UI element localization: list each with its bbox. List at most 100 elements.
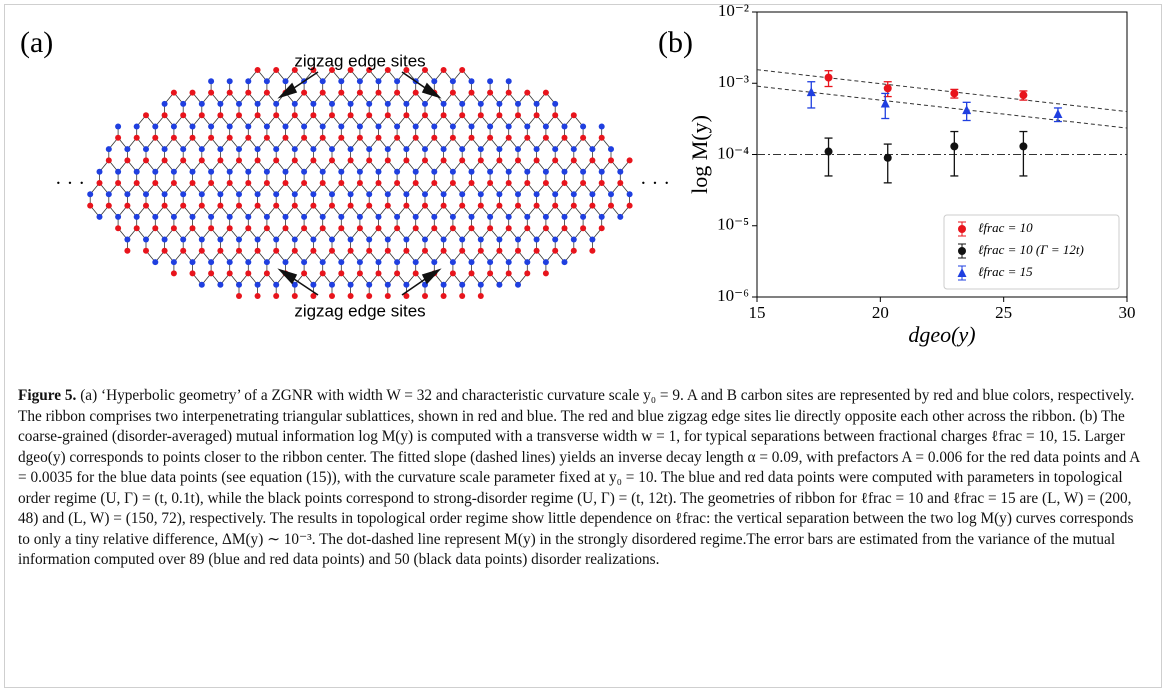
site (561, 213, 568, 220)
site (524, 213, 531, 220)
site (198, 100, 205, 107)
site (282, 213, 289, 220)
site (356, 78, 363, 85)
site (459, 202, 466, 209)
site (329, 146, 335, 153)
site (459, 247, 466, 254)
site (431, 225, 438, 232)
site (589, 157, 596, 164)
x-tick-label: 25 (995, 303, 1012, 322)
site (105, 202, 112, 209)
site (282, 259, 289, 266)
site (394, 168, 401, 175)
site (356, 270, 363, 277)
site (375, 134, 382, 141)
site (375, 259, 382, 266)
site (198, 236, 205, 243)
site (366, 247, 373, 254)
site (273, 281, 280, 288)
site (105, 146, 112, 153)
site (487, 270, 494, 277)
site (459, 100, 466, 107)
site (542, 213, 549, 220)
site (254, 191, 261, 198)
point (1053, 109, 1063, 119)
site (626, 157, 633, 164)
site (329, 112, 335, 119)
site (515, 247, 521, 254)
site (384, 293, 391, 299)
site (542, 180, 549, 186)
site (440, 202, 447, 209)
site (263, 259, 270, 266)
site (96, 213, 103, 220)
site (394, 134, 401, 141)
site (542, 225, 549, 232)
site (449, 270, 456, 277)
site (291, 247, 298, 254)
site (384, 112, 391, 119)
point (880, 98, 890, 108)
site (143, 157, 149, 164)
site (226, 180, 233, 186)
site (291, 146, 298, 153)
site (291, 67, 298, 73)
site (422, 157, 428, 164)
site (533, 247, 540, 254)
site (366, 293, 373, 299)
site (394, 225, 401, 232)
site (570, 157, 577, 164)
site (124, 247, 131, 254)
x-tick-label: 20 (872, 303, 889, 322)
site (208, 78, 215, 85)
site (422, 112, 428, 119)
site (570, 247, 577, 254)
site (384, 236, 391, 243)
y-tick-label: 10⁻⁵ (717, 215, 749, 234)
site (189, 89, 196, 96)
site (217, 157, 224, 164)
site (198, 146, 205, 153)
site (589, 191, 596, 198)
site (487, 168, 494, 175)
site (515, 157, 521, 164)
site (356, 134, 363, 141)
site (570, 112, 577, 119)
site (338, 259, 345, 266)
site (580, 225, 587, 232)
site (273, 157, 280, 164)
fit-line (756, 69, 1128, 113)
site (282, 123, 289, 130)
site (422, 236, 428, 243)
site (273, 112, 280, 119)
site (254, 236, 261, 243)
site (477, 112, 484, 119)
site (440, 293, 447, 299)
site (589, 247, 596, 254)
site (384, 202, 391, 209)
site (477, 281, 484, 288)
site (440, 236, 447, 243)
site (542, 168, 549, 175)
site (459, 293, 466, 299)
site (440, 146, 447, 153)
legend-marker (958, 225, 966, 233)
site (533, 100, 540, 107)
site (375, 78, 382, 85)
site (347, 202, 354, 209)
site (170, 89, 177, 96)
site (170, 134, 177, 141)
site (608, 146, 614, 153)
site (291, 112, 298, 119)
site (236, 202, 242, 209)
site (598, 213, 605, 220)
site (115, 123, 122, 130)
site (338, 168, 345, 175)
site (217, 100, 224, 107)
site (477, 293, 484, 299)
site (254, 293, 261, 299)
site (356, 213, 363, 220)
fit-line (756, 85, 1128, 129)
site (384, 146, 391, 153)
site (282, 168, 289, 175)
